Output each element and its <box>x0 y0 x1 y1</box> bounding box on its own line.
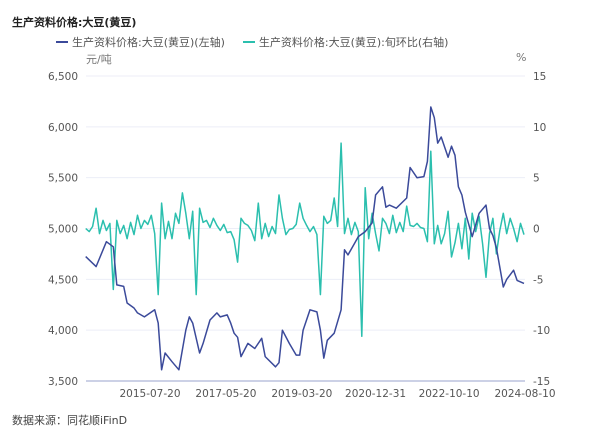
price-line <box>85 106 525 371</box>
x-tick-label: 2020-12-31 <box>345 388 406 400</box>
left-tick-label: 5,000 <box>48 224 78 236</box>
right-tick-label: 10 <box>533 122 546 134</box>
legend-item-price: 生产资料价格:大豆(黄豆)(左轴) <box>56 34 225 50</box>
x-tick-label: 2019-03-20 <box>271 388 332 400</box>
right-tick-label: 5 <box>533 173 540 185</box>
legend-label-mom: 生产资料价格:大豆(黄豆):旬环比(右轴) <box>258 36 449 49</box>
right-tick-label: -5 <box>533 274 543 286</box>
left-tick-label: 4,500 <box>48 274 78 286</box>
legend-item-mom: 生产资料价格:大豆(黄豆):旬环比(右轴) <box>242 34 449 50</box>
left-axis-unit: 元/吨 <box>86 53 112 66</box>
legend-swatch-mom <box>242 41 255 43</box>
right-tick-label: 15 <box>533 71 546 83</box>
left-tick-label: 3,500 <box>48 376 78 388</box>
chart-title: 生产资料价格:大豆(黄豆) <box>12 16 137 29</box>
mom-line <box>85 142 525 338</box>
legend-swatch-price <box>56 41 68 43</box>
legend-label-price: 生产资料价格:大豆(黄豆)(左轴) <box>72 36 225 49</box>
right-tick-label: -10 <box>533 325 550 337</box>
x-tick-label: 2015-07-20 <box>119 388 180 400</box>
right-axis-unit: % <box>516 51 527 64</box>
left-tick-label: 6,000 <box>48 122 78 134</box>
left-tick-label: 4,000 <box>48 325 78 337</box>
left-tick-label: 6,500 <box>48 71 78 83</box>
data-source: 数据来源：同花顺iFinD <box>12 414 128 427</box>
x-tick-label: 2024-08-10 <box>494 388 555 400</box>
left-tick-label: 5,500 <box>48 173 78 185</box>
right-tick-label: 0 <box>533 224 540 236</box>
x-tick-label: 2022-10-10 <box>419 388 480 400</box>
right-tick-label: -15 <box>533 376 550 388</box>
legend: 生产资料价格:大豆(黄豆)(左轴) 生产资料价格:大豆(黄豆):旬环比(右轴) <box>56 34 448 50</box>
x-tick-label: 2017-05-20 <box>195 388 256 400</box>
